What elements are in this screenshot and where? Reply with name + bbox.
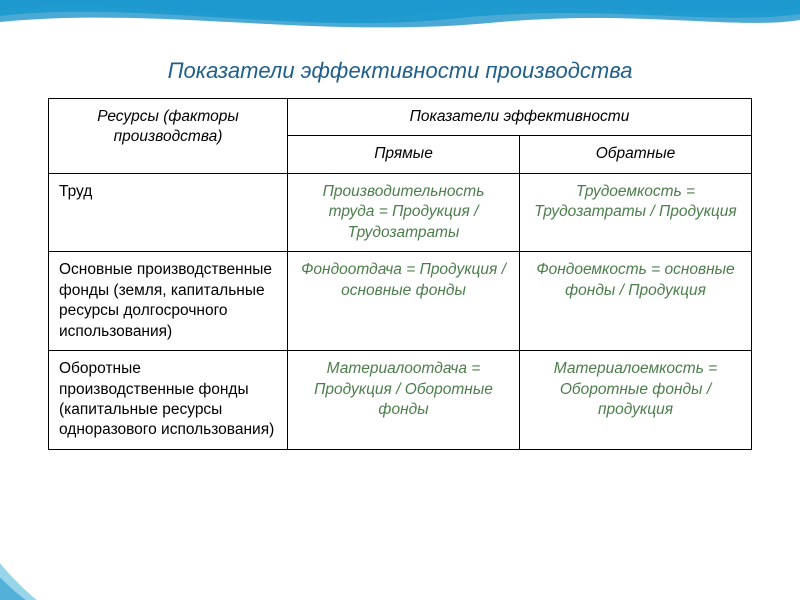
- cell-inverse: Материалоемкость = Оборотные фонды / про…: [520, 351, 752, 450]
- page-title: Показатели эффективности производства: [0, 58, 800, 84]
- cell-inverse: Трудоемкость = Трудозатраты / Продукция: [520, 173, 752, 251]
- cell-direct: Производительность труда = Продукция / Т…: [288, 173, 520, 251]
- indicators-table: Ресурсы (факторы производства) Показател…: [48, 98, 752, 450]
- indicators-table-wrap: Ресурсы (факторы производства) Показател…: [48, 98, 752, 450]
- header-resources: Ресурсы (факторы производства): [49, 99, 288, 174]
- table-row: Основные производственные фонды (земля, …: [49, 252, 752, 351]
- corner-decoration-icon: [0, 536, 64, 600]
- header-indicators: Показатели эффективности: [288, 99, 752, 136]
- decorative-wave-top: [0, 0, 800, 42]
- header-direct: Прямые: [288, 136, 520, 173]
- table-row: Оборотные производственные фонды (капита…: [49, 351, 752, 450]
- cell-inverse: Фондоемкость = основные фонды / Продукци…: [520, 252, 752, 351]
- table-header-row-1: Ресурсы (факторы производства) Показател…: [49, 99, 752, 136]
- cell-resource: Оборотные производственные фонды (капита…: [49, 351, 288, 450]
- cell-resource: Основные производственные фонды (земля, …: [49, 252, 288, 351]
- header-inverse: Обратные: [520, 136, 752, 173]
- cell-direct: Материалоотдача = Продукция / Оборотные …: [288, 351, 520, 450]
- cell-direct: Фондоотдача = Продукция / основные фонды: [288, 252, 520, 351]
- table-row: Труд Производительность труда = Продукци…: [49, 173, 752, 251]
- cell-resource: Труд: [49, 173, 288, 251]
